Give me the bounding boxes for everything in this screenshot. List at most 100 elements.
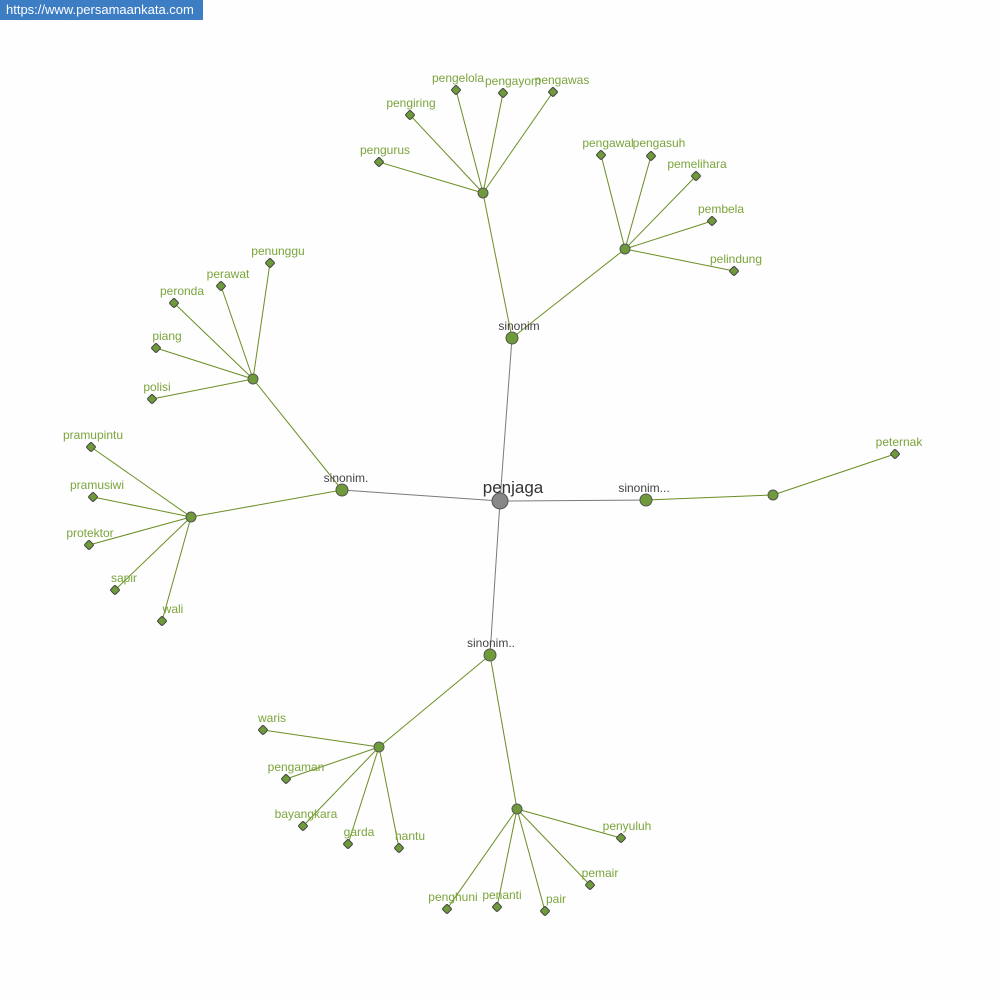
site-url-badge[interactable]: https://www.persamaankata.com [0,0,203,20]
node-piang[interactable] [151,343,161,353]
label-pemair[interactable]: pemair [582,866,619,880]
node-penunggu[interactable] [265,258,275,268]
label-penghuni[interactable]: penghuni [428,890,477,904]
node-penyuluh[interactable] [616,833,626,843]
node-pengayom[interactable] [498,88,508,98]
node-perawat[interactable] [216,281,226,291]
label-bayangkara[interactable]: bayangkara [275,807,338,821]
node-h2[interactable] [335,483,349,497]
edge-B-pemelihara [624,175,697,250]
label-h4[interactable]: sinonim.. [467,636,515,650]
label-pembela[interactable]: pembela [698,202,744,216]
label-penyuluh[interactable]: penyuluh [603,819,652,833]
node-D[interactable] [185,511,197,523]
edge-h4-G [489,654,518,810]
node-h3[interactable] [639,493,653,507]
node-F[interactable] [373,741,385,753]
edge-C-peronda [173,302,254,380]
edge-G-penyuluh [516,808,622,839]
label-peternak[interactable]: peternak [876,435,924,449]
edge-h3-E [645,494,774,501]
label-c[interactable]: penjaga [483,478,544,497]
node-A[interactable] [477,187,489,199]
label-protektor[interactable]: protektor [66,526,113,540]
label-pengawal[interactable]: pengawal [582,136,633,150]
node-pengasuh[interactable] [646,151,656,161]
node-pengawal[interactable] [596,150,606,160]
node-B[interactable] [619,243,631,255]
node-sapir[interactable] [110,585,120,595]
node-h4[interactable] [483,648,497,662]
node-pramusiwi[interactable] [88,492,98,502]
node-c[interactable] [491,492,509,510]
edge-A-pengurus [378,161,484,194]
node-peternak[interactable] [890,449,900,459]
edge-G-pemair [516,808,591,886]
edge-A-pengiring [409,114,484,194]
node-garda[interactable] [343,839,353,849]
label-piang[interactable]: piang [152,329,181,343]
node-pair[interactable] [540,906,550,916]
node-pengaman[interactable] [281,774,291,784]
node-penanti[interactable] [492,902,502,912]
label-garda[interactable]: garda [344,825,375,839]
node-h1[interactable] [505,331,519,345]
label-pengiring[interactable]: pengiring [386,96,435,110]
edge-D-pramupintu [90,446,192,518]
label-h2[interactable]: sinonim. [324,471,369,485]
node-pramupintu[interactable] [86,442,96,452]
label-h3[interactable]: sinonim... [618,481,669,495]
label-perawat[interactable]: perawat [207,267,250,281]
node-protektor[interactable] [84,540,94,550]
node-polisi[interactable] [147,394,157,404]
edge-G-penanti [496,808,518,908]
edge-F-waris [262,729,380,748]
label-penanti[interactable]: penanti [482,888,521,902]
edge-c-h1 [499,337,513,502]
edge-D-wali [161,516,192,622]
node-penghuni[interactable] [442,904,452,914]
edge-D-protektor [88,516,192,546]
node-hantu[interactable] [394,843,404,853]
node-pengelola[interactable] [451,85,461,95]
label-hantu[interactable]: hantu [395,829,425,843]
node-C[interactable] [247,373,259,385]
node-pengiring[interactable] [405,110,415,120]
edge-c-h3 [499,499,647,502]
label-pramusiwi[interactable]: pramusiwi [70,478,124,492]
node-G[interactable] [511,803,523,815]
label-polisi[interactable]: polisi [143,380,170,394]
node-bayangkara[interactable] [298,821,308,831]
node-pelindung[interactable] [729,266,739,276]
edge-c-h2 [341,489,501,502]
node-E[interactable] [767,489,779,501]
edge-F-hantu [378,746,400,849]
node-waris[interactable] [258,725,268,735]
edge-B-pengawal [600,154,626,250]
label-h1[interactable]: sinonim [498,319,539,333]
node-pemelihara[interactable] [691,171,701,181]
label-pengelola[interactable]: pengelola [432,71,484,85]
node-pemair[interactable] [585,880,595,890]
label-pengasuh[interactable]: pengasuh [633,136,686,150]
label-pemelihara[interactable]: pemelihara [667,157,727,171]
label-pair[interactable]: pair [546,892,566,906]
label-penunggu[interactable]: penunggu [251,244,304,258]
node-wali[interactable] [157,616,167,626]
label-peronda[interactable]: peronda [160,284,204,298]
nodes [84,85,900,916]
label-pengawas[interactable]: pengawas [535,73,590,87]
node-pengurus[interactable] [374,157,384,167]
label-waris[interactable]: waris [257,711,286,725]
node-peronda[interactable] [169,298,179,308]
edge-h2-D [190,489,343,518]
label-pengaman[interactable]: pengaman [268,760,325,774]
label-pengayom[interactable]: pengayom [485,74,541,88]
label-sapir[interactable]: sapir [111,571,137,585]
label-pengurus[interactable]: pengurus [360,143,410,157]
node-pembela[interactable] [707,216,717,226]
label-pelindung[interactable]: pelindung [710,252,762,266]
label-wali[interactable]: wali [162,602,184,616]
label-pramupintu[interactable]: pramupintu [63,428,123,442]
node-pengawas[interactable] [548,87,558,97]
